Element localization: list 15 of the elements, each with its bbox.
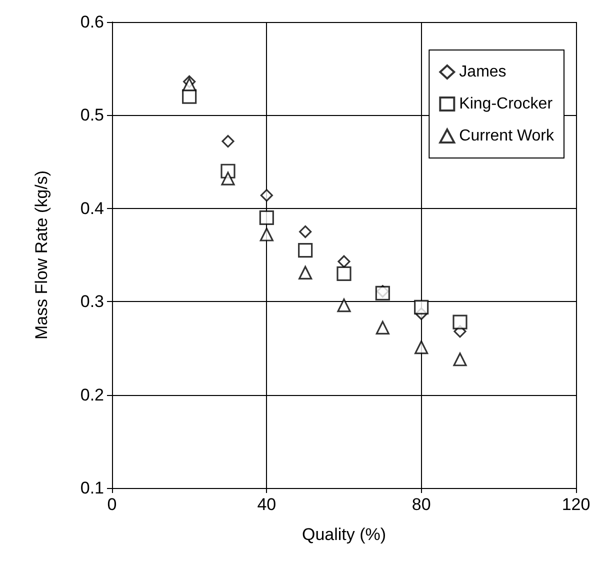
y-axis-title: Mass Flow Rate (kg/s) — [32, 170, 51, 340]
x-tick-label: 0 — [107, 495, 117, 514]
y-tick-label: 0.4 — [80, 198, 104, 218]
y-tick-label: 0.2 — [80, 385, 104, 404]
x-tick-label: 40 — [257, 495, 276, 514]
y-tick-label: 0.6 — [80, 12, 104, 32]
x-tick-label: 80 — [412, 495, 431, 514]
legend-label: Current Work — [459, 128, 555, 144]
y-tick-label: 0.1 — [80, 478, 104, 498]
legend-label: King-Crocker — [459, 96, 554, 112]
y-tick-label: 0.5 — [80, 106, 104, 125]
x-tick-label: 120 — [562, 495, 590, 514]
legend-label: James — [459, 64, 506, 80]
y-tick-label: 0.3 — [80, 292, 104, 312]
x-axis-title: Quality (%) — [302, 525, 386, 544]
